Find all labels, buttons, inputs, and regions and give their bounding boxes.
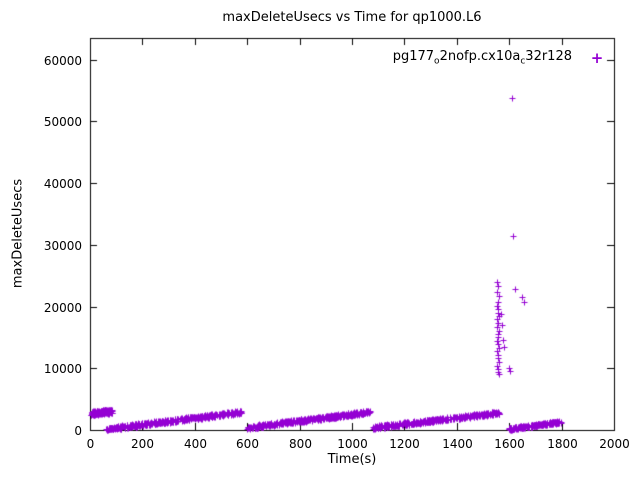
legend: pg177o2nofp.cx10ac32r128 + [393,49,612,67]
x-tick-label: 1600 [494,437,525,451]
x-tick-label: 1800 [547,437,578,451]
x-tick-label: 200 [131,437,154,451]
y-axis-label: maxDeleteUsecs [10,178,26,289]
x-tick-label: 1200 [389,437,420,451]
y-tick-label: 10000 [43,361,82,376]
x-tick-label: 1000 [337,437,368,451]
y-tick-label: 20000 [43,300,82,315]
x-axis-label: Time(s) [327,452,377,467]
legend-label: pg177o2nofp.cx10ac32r128 [392,49,572,67]
y-tick-label: 0 [74,423,82,438]
x-tick-label: 2000 [599,437,630,451]
y-tick-label: 40000 [43,176,82,191]
x-tick-label: 0 [86,437,95,451]
y-tick-label: 30000 [43,238,82,253]
x-tick-label: 600 [236,437,259,451]
legend-marker-plus-icon: + [590,49,604,67]
x-tick-label: 800 [289,437,312,451]
y-tick-label: 50000 [43,114,82,129]
x-tick-label: 400 [184,437,207,451]
x-tick-label: 1400 [442,437,473,451]
chart-title: maxDeleteUsecs vs Time for qp1000.L6 [222,10,482,25]
y-tick-label: 60000 [43,53,82,68]
